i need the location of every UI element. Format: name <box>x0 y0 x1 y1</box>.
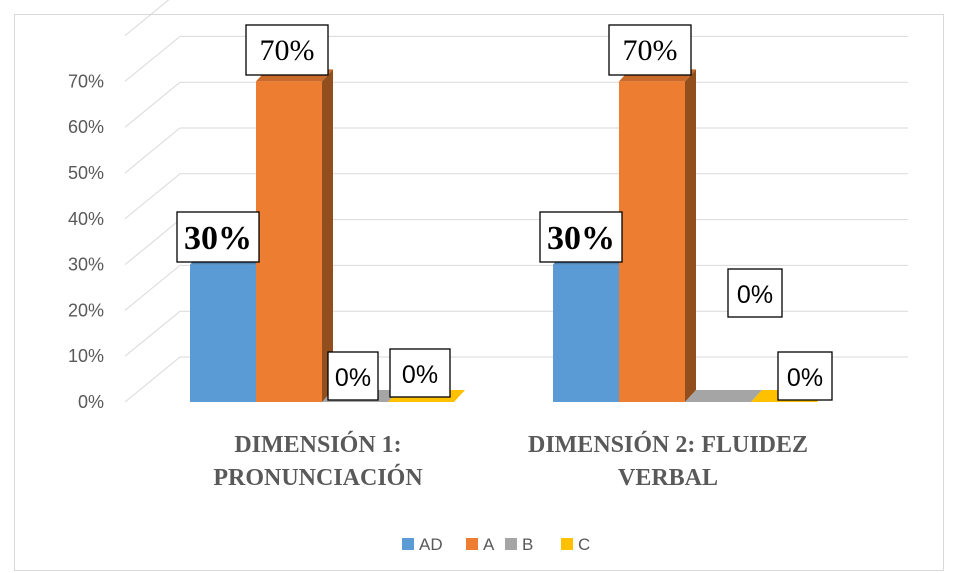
bar-B-flat <box>685 390 762 402</box>
y-tick-label: 40% <box>68 209 104 229</box>
gridline-side <box>124 219 181 265</box>
data-label-box <box>539 211 623 263</box>
data-label: 30% <box>547 220 615 257</box>
legend-swatch-B <box>505 538 517 550</box>
gridline-side <box>124 310 181 357</box>
data-label-box <box>727 268 783 318</box>
bar-A-front <box>619 81 685 403</box>
y-tick-label: 0% <box>78 392 104 412</box>
bar-A-side <box>685 69 696 403</box>
data-label-box <box>608 24 692 76</box>
chart-frame <box>14 14 944 571</box>
data-label-box <box>176 211 260 263</box>
y-tick-label: 50% <box>68 163 104 183</box>
legend-swatch-C <box>561 538 573 550</box>
gridline-side <box>124 81 181 128</box>
bar-AD-front <box>553 264 619 402</box>
data-label: 0% <box>402 361 438 389</box>
y-tick-label: 70% <box>68 71 104 91</box>
legend-label-AD: AD <box>419 535 443 554</box>
bar-A-side <box>322 69 333 403</box>
gridline-side <box>124 265 181 311</box>
gridline-side <box>124 0 170 36</box>
legend-swatch-A <box>466 538 478 550</box>
data-label: 0% <box>787 364 823 392</box>
gridline-side <box>124 173 181 220</box>
data-label-box <box>777 351 833 401</box>
data-label-box <box>245 24 329 76</box>
data-label-box <box>327 351 379 401</box>
bar-AD-front <box>190 264 256 402</box>
gridline-side <box>124 356 181 403</box>
data-label: 30% <box>184 220 252 257</box>
data-label: 70% <box>623 34 678 67</box>
y-tick-label: 20% <box>68 300 104 320</box>
y-tick-label: 10% <box>68 346 104 366</box>
category-label: PRONUNCIACIÓN <box>213 464 423 491</box>
legend-label-A: A <box>483 535 495 554</box>
data-label: 70% <box>260 34 315 67</box>
category-label: DIMENSIÓN 2: FLUIDEZ <box>528 431 808 458</box>
legend-swatch-AD <box>402 538 414 550</box>
y-tick-label: 30% <box>68 255 104 275</box>
category-label: VERBAL <box>618 465 718 491</box>
gridline-side <box>124 36 181 82</box>
data-label: 0% <box>737 281 773 309</box>
gridline-side <box>124 127 181 174</box>
y-tick-label: 60% <box>68 117 104 137</box>
legend-label-C: C <box>578 535 590 554</box>
legend-label-B: B <box>522 535 533 554</box>
data-label-box <box>389 348 451 398</box>
data-label: 0% <box>335 364 371 392</box>
bar-A-front <box>256 81 322 403</box>
category-label: DIMENSIÓN 1: <box>234 431 401 458</box>
